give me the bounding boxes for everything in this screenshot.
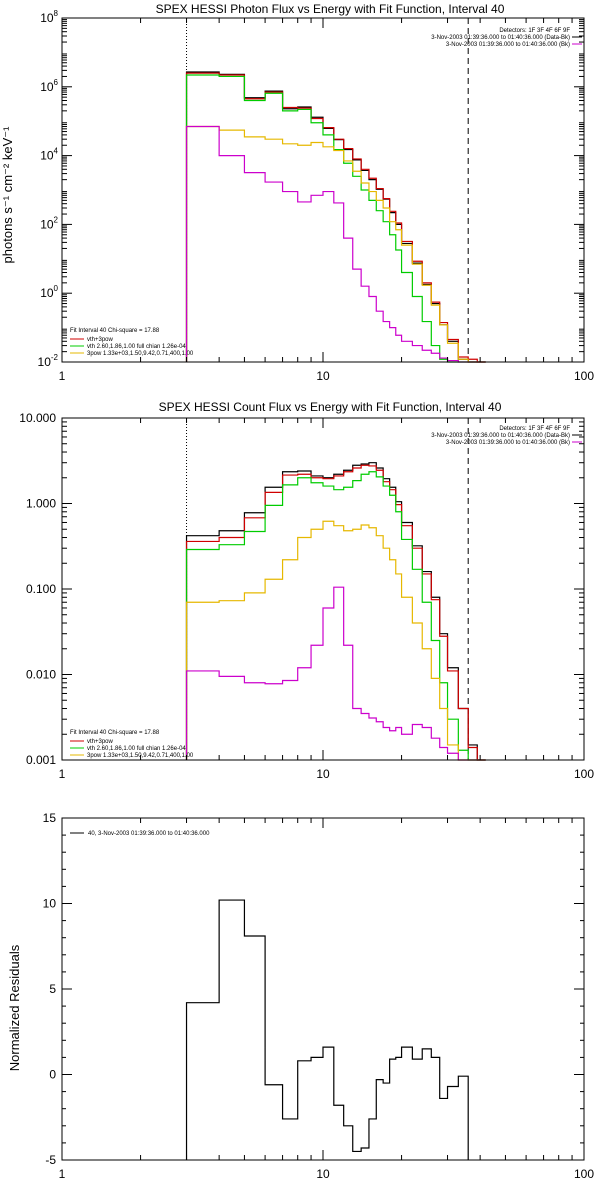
x-tick-label: 10 (316, 1167, 330, 1181)
legend-fit-interval: Fit Interval 40 Chi-square = 17.88 (70, 730, 160, 736)
count-flux-legend-fit: Fit Interval 40 Chi-square = 17.88 vth+3… (70, 730, 194, 759)
y-tick-label: 10.000 (19, 411, 56, 425)
legend-vth: vth 2.60,1.86,1.00 full chian 1.26e-04 (87, 344, 186, 350)
y-tick-label: 0 (49, 1068, 56, 1082)
series-3pow (185, 125, 486, 363)
legend-vth3pow: vth+3pow (87, 739, 114, 745)
legend-bk: 3-Nov-2003 01:39:36.000 to 01:40:36.000 … (446, 440, 570, 446)
y-tick-label: 5 (49, 982, 56, 996)
x-tick-label: 1 (59, 1167, 66, 1181)
x-tick-label: 10 (316, 767, 330, 781)
legend-3pow: 3pow 1.33e+03,1.50,9.42,0.71,400,1.00 (87, 753, 194, 759)
photon-flux-panel: SPEX HESSI Photon Flux vs Energy with Fi… (0, 2, 594, 383)
y-tick-label: 15 (43, 811, 57, 825)
photon-flux-legend-fit: Fit Interval 40 Chi-square = 17.88 vth+3… (70, 328, 194, 357)
legend-vth3pow: vth+3pow (87, 337, 114, 343)
residuals-plot-frame (61, 817, 585, 1161)
legend-detectors: Detectors: 1F 3F 4F 6F 9F (499, 28, 570, 34)
photon-flux-legend-top-right: Detectors: 1F 3F 4F 6F 9F 3-Nov-2003 01:… (431, 28, 582, 48)
series-3pow (185, 520, 486, 761)
residuals-legend: 40, 3-Nov-2003 01:39:36.000 to 01:40:36.… (70, 831, 210, 837)
y-tick-label: 1.000 (26, 497, 56, 511)
y-tick-label: 106 (40, 78, 58, 94)
x-tick-label: 100 (574, 1167, 594, 1181)
legend-bk: 3-Nov-2003 01:39:36.000 to 01:40:36.000 … (446, 42, 570, 48)
count-flux-legend-top-right: Detectors: 1F 3F 4F 6F 9F 3-Nov-2003 01:… (431, 426, 582, 446)
legend-vth: vth 2.60,1.86,1.00 full chian 1.26e-04 (87, 746, 186, 752)
y-tick-label: 0.100 (26, 582, 56, 596)
x-tick-label: 10 (316, 369, 330, 383)
y-tick-label: 108 (40, 9, 58, 25)
series-trace-0 (185, 899, 469, 1160)
y-tick-label: -5 (45, 1153, 56, 1167)
count-flux-panel: SPEX HESSI Count Flux vs Energy with Fit… (19, 400, 594, 781)
y-tick-label: 10-2 (38, 353, 59, 369)
y-tick-label: 104 (40, 147, 58, 163)
legend-data-bk: 3-Nov-2003 01:39:36.000 to 01:40:36.000 … (431, 433, 570, 439)
x-tick-label: 100 (574, 369, 594, 383)
series-vth (185, 74, 486, 363)
legend-3pow: 3pow 1.33e+03,1.50,9.42,0.71,400,1.00 (87, 351, 194, 357)
photon-flux-plot-frame (61, 17, 585, 363)
y-tick-label: 100 (40, 284, 58, 300)
legend-detectors: Detectors: 1F 3F 4F 6F 9F (499, 426, 570, 432)
y-tick-label: 0.001 (26, 753, 56, 767)
series-vth-3pow (185, 72, 486, 363)
residuals-panel: Normalized Residuals 1 10 100 -5 0 5 10 15 40, … (7, 811, 594, 1181)
y-tick-label: 10 (43, 897, 57, 911)
series-trace-4 (185, 125, 486, 363)
y-tick-label: 102 (40, 215, 58, 231)
legend-data-bk: 3-Nov-2003 01:39:36.000 to 01:40:36.000 … (431, 35, 570, 41)
photon-flux-title: SPEX HESSI Photon Flux vs Energy with Fi… (156, 2, 505, 16)
series-trace-0 (185, 71, 486, 363)
residuals-ylabel: Normalized Residuals (7, 944, 22, 1071)
series-trace-0 (185, 462, 486, 761)
photon-flux-ylabel: photons s⁻¹ cm⁻² keV⁻¹ (0, 126, 15, 264)
series-trace-4 (185, 586, 486, 761)
y-tick-label: 0.010 (26, 668, 56, 682)
x-tick-label: 1 (59, 767, 66, 781)
series-vth-3pow (185, 464, 486, 761)
x-tick-label: 1 (59, 369, 66, 383)
x-tick-label: 100 (574, 767, 594, 781)
residuals-legend-label: 40, 3-Nov-2003 01:39:36.000 to 01:40:36.… (88, 831, 210, 837)
legend-fit-interval: Fit Interval 40 Chi-square = 17.88 (70, 328, 160, 334)
count-flux-plot-frame (61, 417, 585, 761)
series-vth (185, 471, 486, 761)
count-flux-title: SPEX HESSI Count Flux vs Energy with Fit… (159, 400, 502, 414)
